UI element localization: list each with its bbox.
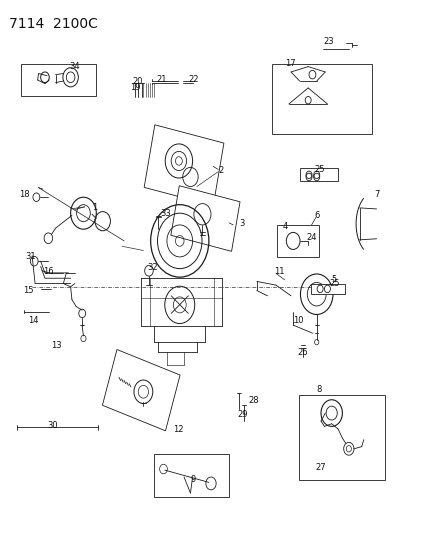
Bar (300, 168, 338, 181)
Text: 25: 25 (330, 279, 340, 288)
Text: 13: 13 (51, 341, 62, 350)
Text: 7114  2100C: 7114 2100C (9, 17, 98, 31)
Text: 33: 33 (160, 209, 171, 217)
Text: 15: 15 (24, 286, 34, 295)
Text: 11: 11 (274, 268, 285, 276)
Text: 16: 16 (43, 268, 54, 276)
Bar (277, 225, 319, 257)
Text: 4: 4 (282, 222, 288, 231)
Text: 29: 29 (238, 410, 248, 419)
Text: 10: 10 (293, 317, 304, 325)
Polygon shape (144, 125, 224, 206)
Text: 20: 20 (133, 77, 143, 85)
Text: 8: 8 (317, 385, 322, 393)
Text: 14: 14 (28, 317, 39, 325)
Text: 26: 26 (297, 349, 308, 357)
Text: 9: 9 (191, 475, 196, 484)
Text: 31: 31 (25, 253, 36, 261)
Text: 32: 32 (148, 263, 158, 272)
Text: 28: 28 (248, 397, 259, 405)
Text: 24: 24 (306, 233, 317, 241)
Text: 19: 19 (131, 84, 141, 92)
Polygon shape (171, 185, 240, 252)
Text: 34: 34 (70, 62, 80, 71)
Text: 6: 6 (315, 212, 320, 220)
Text: 12: 12 (173, 425, 184, 433)
Text: 1: 1 (92, 204, 97, 212)
Text: 21: 21 (156, 75, 167, 84)
Bar (272, 64, 372, 134)
Bar (299, 395, 385, 480)
Bar (154, 454, 229, 497)
Text: 3: 3 (240, 220, 245, 228)
Bar (311, 284, 345, 294)
Text: 5: 5 (332, 276, 337, 284)
Polygon shape (102, 350, 180, 431)
Text: 23: 23 (323, 37, 334, 46)
Text: 27: 27 (316, 464, 327, 472)
Text: 18: 18 (19, 190, 30, 199)
Text: 7: 7 (374, 190, 380, 199)
Text: 17: 17 (285, 60, 295, 68)
Text: 30: 30 (47, 421, 58, 430)
Text: 25: 25 (315, 165, 325, 174)
Text: 2: 2 (218, 166, 223, 175)
Bar (21, 64, 96, 96)
Text: 22: 22 (188, 75, 199, 84)
